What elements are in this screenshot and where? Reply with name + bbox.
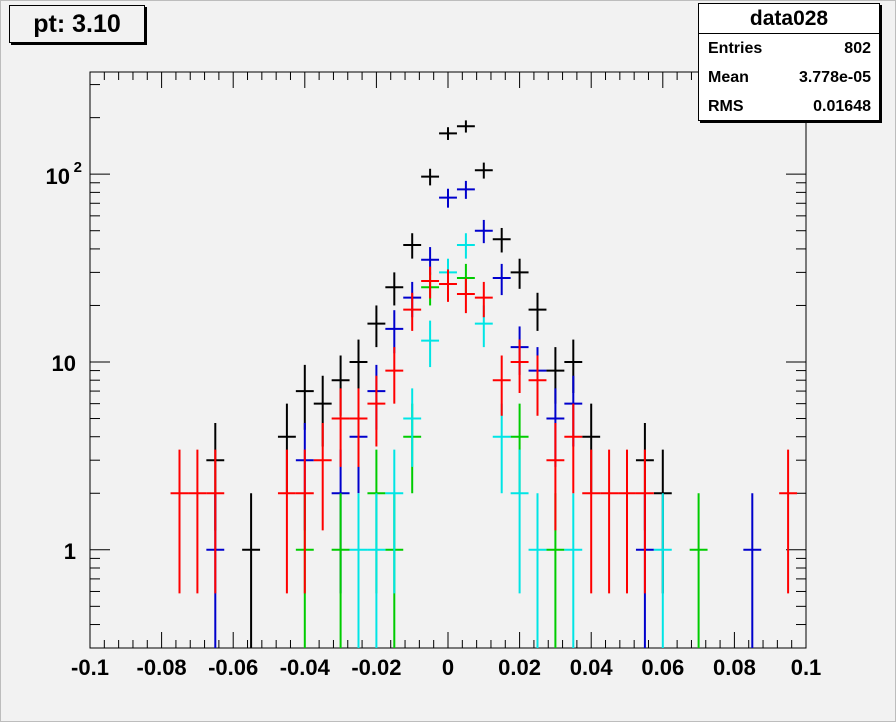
data-point <box>474 219 493 244</box>
data-point <box>635 449 654 594</box>
x-tick-label: -0.06 <box>208 655 258 680</box>
stats-value: 802 <box>844 40 871 57</box>
data-point <box>349 493 368 648</box>
data-point <box>385 310 404 354</box>
data-point <box>546 423 565 531</box>
data-point <box>439 188 457 208</box>
data-point <box>421 320 440 368</box>
data-point <box>474 281 493 318</box>
y-tick-label: 10 <box>52 351 76 376</box>
data-point <box>528 292 547 331</box>
data-point <box>492 263 511 296</box>
data-point <box>349 339 368 393</box>
data-point <box>564 403 583 494</box>
data-point <box>456 278 475 314</box>
y-tick-exponent: 2 <box>74 159 82 176</box>
stats-row-entries: Entries 802 <box>699 34 879 63</box>
data-point <box>385 347 404 404</box>
stats-value: 3.778e-05 <box>798 69 871 86</box>
data-point <box>206 449 225 594</box>
data-point <box>456 120 475 133</box>
data-point <box>331 493 350 648</box>
data-point <box>582 449 601 594</box>
x-tick-label: 0.06 <box>641 655 684 680</box>
axes: -0.1 -0.08 -0.06 -0.04 -0.02 0 0.02 0.04 0.06 0.0… <box>46 72 822 680</box>
data-point <box>600 449 619 594</box>
data-point <box>385 272 404 306</box>
data-point <box>743 493 762 648</box>
data-point <box>170 449 189 594</box>
x-tick-label: -0.04 <box>280 655 331 680</box>
x-tick-label: 0 <box>442 655 454 680</box>
data-marks <box>170 120 798 648</box>
data-point <box>439 127 457 140</box>
x-tick-label: -0.1 <box>71 655 109 680</box>
stats-label: RMS <box>708 98 744 115</box>
data-point <box>385 449 404 594</box>
data-point <box>277 449 296 594</box>
x-tick-label: -0.08 <box>137 655 187 680</box>
data-point <box>367 305 386 348</box>
stats-row-rms: RMS 0.01648 <box>699 92 879 121</box>
plot-title: pt: 3.10 <box>9 5 145 43</box>
data-point <box>295 449 314 594</box>
stats-label: Mean <box>708 69 749 86</box>
data-point <box>492 355 511 416</box>
stats-title: data028 <box>699 4 879 34</box>
stats-box: data028 Entries 802 Mean 3.778e-05 RMS 0… <box>698 3 880 121</box>
stats-label: Entries <box>708 40 763 57</box>
data-point <box>510 258 529 289</box>
data-point <box>403 388 422 467</box>
x-tick-label: -0.02 <box>351 655 401 680</box>
data-point <box>510 339 529 393</box>
y-tick-label: 1 <box>64 539 76 564</box>
data-point <box>421 266 440 299</box>
data-point <box>564 493 583 648</box>
data-point <box>653 493 672 648</box>
data-point <box>242 493 261 648</box>
data-point <box>439 269 457 302</box>
data-point <box>492 403 511 494</box>
x-tick-label: 0.1 <box>791 655 822 680</box>
stats-row-mean: Mean 3.778e-05 <box>699 63 879 92</box>
data-point <box>367 493 386 648</box>
data-point <box>528 493 547 648</box>
data-point <box>295 364 314 430</box>
x-tick-label: 0.02 <box>498 655 541 680</box>
stats-value: 0.01648 <box>813 98 871 115</box>
data-point <box>779 449 798 594</box>
data-point <box>689 493 708 648</box>
data-point <box>313 423 332 531</box>
data-point <box>456 180 475 199</box>
data-point <box>510 449 529 594</box>
series-3 <box>349 233 672 648</box>
data-point <box>367 375 386 447</box>
data-point <box>349 388 368 467</box>
data-point <box>403 292 422 331</box>
data-point <box>331 388 350 467</box>
data-point <box>456 233 475 259</box>
data-point <box>421 168 440 186</box>
data-point <box>474 162 493 179</box>
y-tick-label: 10 <box>46 164 70 189</box>
data-point <box>618 449 636 594</box>
series-4 <box>170 266 798 594</box>
x-tick-label: 0.08 <box>713 655 756 680</box>
data-point <box>188 449 207 594</box>
series-0 <box>206 120 672 648</box>
data-point <box>492 227 511 253</box>
series-1 <box>206 180 762 648</box>
x-tick-label: 0.04 <box>570 655 614 680</box>
data-point <box>528 355 547 416</box>
data-point <box>403 233 422 259</box>
